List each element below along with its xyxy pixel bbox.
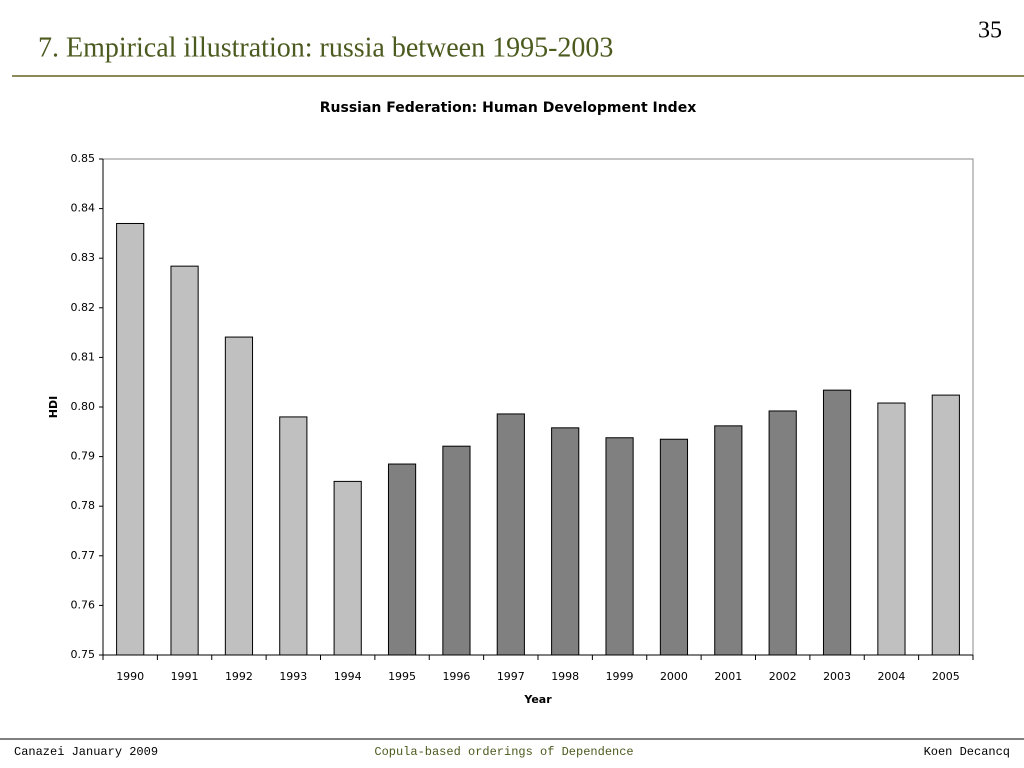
y-tick-label: 0.83 xyxy=(71,251,96,264)
x-tick-label: 2001 xyxy=(714,670,742,683)
x-tick-label: 1993 xyxy=(279,670,307,683)
x-tick-label: 1990 xyxy=(116,670,144,683)
x-tick-label: 1997 xyxy=(497,670,525,683)
y-tick-label: 0.75 xyxy=(71,648,96,661)
y-tick-label: 0.80 xyxy=(71,400,96,413)
bar xyxy=(279,416,308,656)
x-tick-label: 1994 xyxy=(334,670,362,683)
bar xyxy=(496,413,525,656)
y-tick-label: 0.81 xyxy=(71,350,96,363)
bar xyxy=(333,480,362,656)
page-number: 35 xyxy=(978,18,1002,44)
x-tick-label: 2003 xyxy=(823,670,851,683)
bar xyxy=(714,425,743,656)
footer-center: Copula-based orderings of Dependence xyxy=(374,745,633,759)
x-axis-label: Year xyxy=(523,693,552,706)
x-tick-label: 1995 xyxy=(388,670,416,683)
bar xyxy=(605,437,634,656)
x-tick-label: 2005 xyxy=(932,670,960,683)
bar xyxy=(877,402,906,656)
bar xyxy=(822,389,852,656)
bar xyxy=(659,438,689,656)
x-tick-label: 2000 xyxy=(660,670,688,683)
bar xyxy=(170,265,199,656)
bar xyxy=(768,410,797,656)
y-tick-label: 0.76 xyxy=(71,598,96,611)
x-tick-label: 1999 xyxy=(606,670,634,683)
x-tick-label: 1992 xyxy=(225,670,253,683)
y-tick-label: 0.77 xyxy=(71,549,96,562)
footer-left: Canazei January 2009 xyxy=(14,745,158,759)
x-tick-label: 2004 xyxy=(877,670,905,683)
y-tick-label: 0.78 xyxy=(71,499,96,512)
x-tick-label: 1991 xyxy=(171,670,199,683)
y-tick-label: 0.82 xyxy=(71,301,96,314)
slide-title: 7. Empirical illustration: russia betwee… xyxy=(38,32,613,63)
x-tick-label: 1998 xyxy=(551,670,579,683)
bar xyxy=(224,336,254,656)
y-tick-label: 0.84 xyxy=(71,202,96,215)
x-tick-label: 2002 xyxy=(769,670,797,683)
y-tick-label: 0.79 xyxy=(71,450,96,463)
bar xyxy=(551,427,580,656)
chart-title: Russian Federation: Human Development In… xyxy=(320,100,696,116)
bar xyxy=(931,394,960,656)
y-axis-label: HDI xyxy=(47,396,60,418)
bar xyxy=(387,463,417,656)
bar xyxy=(442,445,471,656)
bar xyxy=(116,222,145,656)
y-tick-label: 0.85 xyxy=(71,152,96,165)
x-tick-label: 1996 xyxy=(442,670,470,683)
footer-right: Koen Decancq xyxy=(924,745,1010,759)
